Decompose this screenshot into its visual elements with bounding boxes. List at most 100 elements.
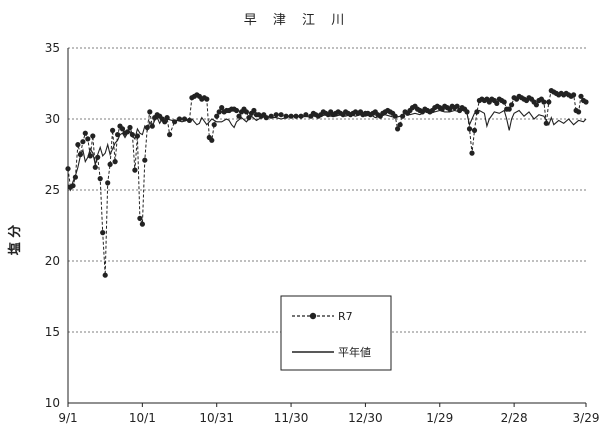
data-point-r7 [85, 136, 91, 142]
data-point-r7 [132, 167, 138, 173]
data-point-r7 [506, 106, 512, 112]
data-point-r7 [162, 119, 168, 125]
y-tick-label: 15 [45, 325, 60, 339]
data-point-r7 [204, 96, 210, 102]
y-tick-labels: 10 15 20 25 30 35 [45, 41, 60, 410]
data-point-r7 [395, 126, 401, 132]
data-point-r7 [82, 130, 88, 136]
x-tick-label: 9/1 [58, 411, 77, 425]
data-point-r7 [167, 132, 173, 138]
data-point-r7 [233, 107, 240, 114]
data-point-r7 [87, 153, 93, 159]
x-tick-labels: 9/1 10/1 10/31 11/30 12/30 1/29 2/28 3/29 [58, 411, 599, 425]
data-point-r7 [541, 99, 547, 105]
data-point-r7 [211, 122, 217, 128]
data-point-r7 [543, 120, 549, 126]
series-line-r7 [67, 89, 587, 276]
data-point-r7 [70, 183, 76, 189]
data-point-r7 [186, 117, 192, 123]
axes [67, 48, 587, 407]
data-point-r7 [92, 164, 98, 170]
data-point-r7 [469, 150, 475, 156]
data-point-r7 [164, 115, 170, 121]
chart-title: 早 津 江 川 [244, 13, 350, 28]
data-point-r7 [124, 129, 131, 135]
data-point-r7 [134, 133, 140, 139]
legend-normal-label: 平年値 [338, 345, 371, 359]
data-point-r7 [139, 221, 145, 227]
y-tick-label: 10 [45, 396, 60, 410]
data-point-r7 [102, 272, 108, 278]
y-tick-label: 20 [45, 254, 60, 268]
data-point-r7 [100, 230, 106, 236]
data-point-r7 [90, 133, 96, 139]
data-point-r7 [400, 113, 406, 119]
data-point-r7 [571, 92, 577, 98]
y-tick-label: 35 [45, 41, 60, 55]
grid-lines [68, 47, 586, 333]
data-point-r7 [466, 126, 473, 132]
data-point-r7 [293, 113, 299, 119]
data-point-r7 [546, 99, 552, 105]
data-point-r7 [501, 99, 507, 105]
data-point-r7 [268, 113, 274, 119]
data-point-r7 [246, 115, 252, 121]
data-point-r7 [209, 137, 215, 143]
data-point-r7 [392, 113, 398, 119]
data-point-r7 [172, 119, 178, 125]
data-point-r7 [142, 157, 148, 163]
data-point-r7 [112, 159, 118, 165]
data-point-r7 [127, 124, 133, 131]
data-point-r7 [105, 180, 111, 186]
y-tick-label: 25 [45, 183, 60, 197]
data-point-r7 [129, 132, 135, 138]
data-point-r7 [243, 109, 249, 115]
data-point-r7 [144, 124, 150, 131]
data-point-r7 [251, 107, 257, 114]
data-point-r7 [263, 115, 269, 121]
x-tick-label: 12/30 [348, 411, 383, 425]
data-point-r7 [533, 102, 540, 108]
data-point-r7 [176, 116, 183, 122]
x-tick-label: 11/30 [274, 411, 309, 425]
data-point-r7 [115, 132, 121, 138]
data-point-r7 [494, 100, 500, 106]
data-point-r7 [65, 166, 71, 172]
data-point-r7 [80, 139, 86, 145]
data-point-r7 [181, 116, 188, 122]
data-point-r7 [576, 109, 582, 115]
legend-r7-label: R7 [338, 310, 353, 323]
data-point-r7 [72, 174, 78, 180]
data-point-r7 [219, 105, 225, 111]
data-point-r7 [214, 113, 220, 119]
data-point-r7 [149, 123, 155, 129]
data-point-r7 [288, 113, 294, 119]
data-point-r7 [583, 99, 589, 105]
data-point-r7 [397, 122, 403, 128]
x-tick-label: 2/28 [501, 411, 528, 425]
data-point-r7 [474, 109, 480, 115]
x-tick-label: 1/29 [426, 411, 453, 425]
data-point-r7 [137, 215, 143, 221]
legend: R7 平年値 [280, 295, 392, 371]
data-point-r7 [273, 112, 279, 118]
legend-r7-marker [309, 312, 317, 320]
data-point-r7 [283, 113, 289, 119]
data-point-r7 [95, 154, 101, 160]
data-point-r7 [578, 93, 584, 99]
data-point-r7 [110, 127, 116, 133]
y-tick-label: 30 [45, 112, 60, 126]
data-point-r7 [298, 113, 304, 119]
data-point-r7 [147, 109, 153, 115]
data-point-r7 [454, 103, 460, 109]
data-point-r7 [303, 112, 309, 118]
data-point-r7 [471, 127, 478, 133]
series-r7 [65, 88, 589, 278]
data-point-r7 [509, 102, 515, 108]
x-tick-label: 3/29 [573, 411, 600, 425]
data-point-r7 [278, 112, 284, 118]
y-axis-label: 塩 分 [7, 225, 23, 256]
data-point-r7 [97, 176, 103, 182]
data-point-r7 [77, 151, 83, 158]
